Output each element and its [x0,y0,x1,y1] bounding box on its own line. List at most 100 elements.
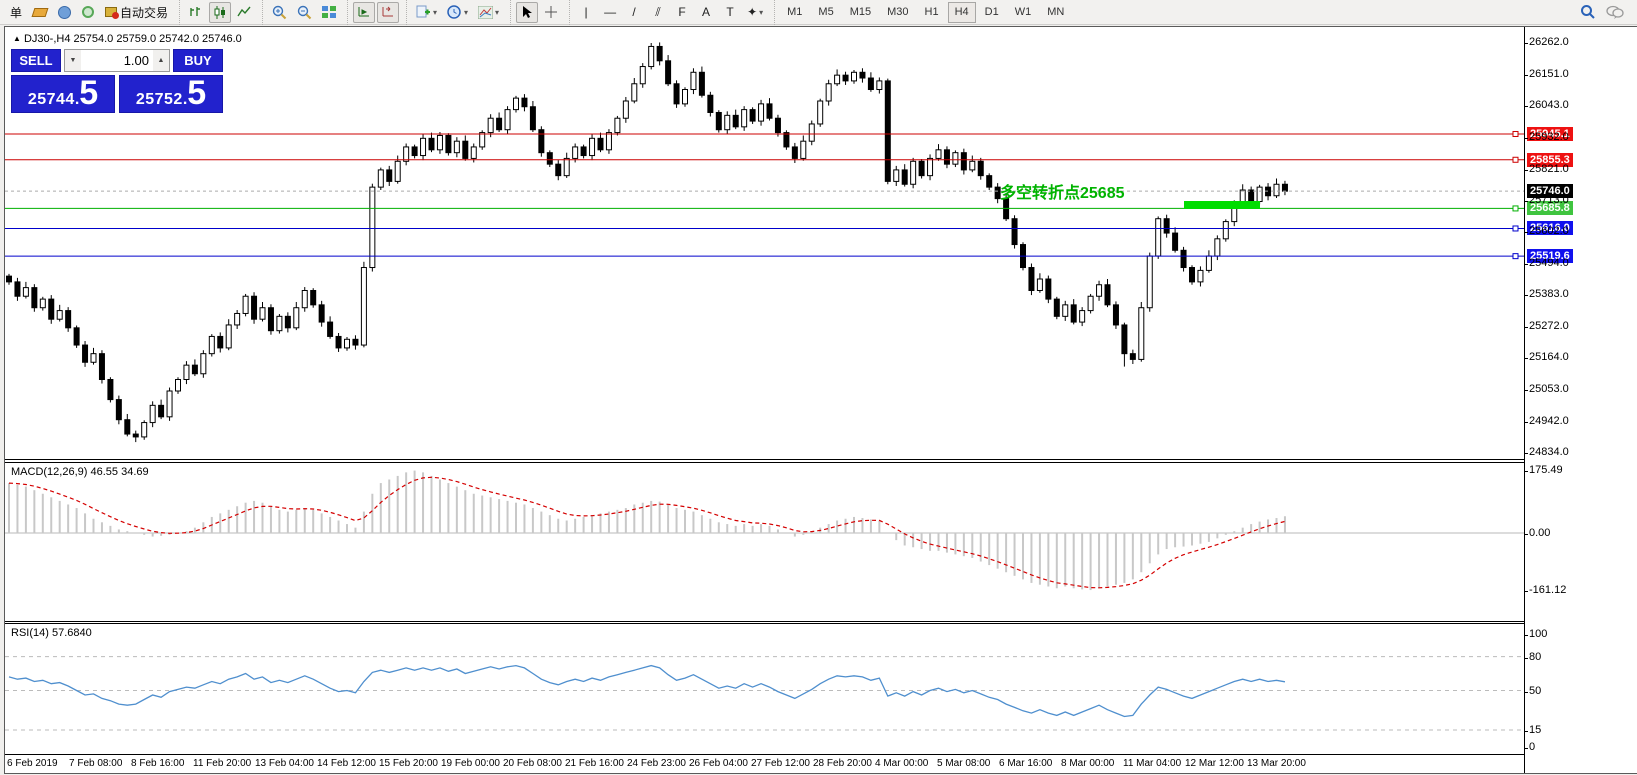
price-level-tag: 25746.0 [1527,184,1573,199]
timeframe-m5[interactable]: M5 [818,6,834,18]
price-axis-tick: 25602.0 [1525,225,1569,238]
chart-window[interactable]: ▲ DJ30-,H4 25754.0 25759.0 25742.0 25746… [4,26,1637,774]
price-axis-tick: 25932.0 [1525,130,1569,143]
price-axis-tick: 25272.0 [1525,320,1569,333]
text-button[interactable]: A [702,5,711,19]
rsi-axis-tick: 80 [1524,650,1542,663]
macd-label: MACD(12,26,9) 46.55 34.69 [11,466,149,478]
timeframe-mn[interactable]: MN [1047,6,1065,18]
timeframe-d1[interactable]: D1 [984,6,999,18]
time-axis-label: 12 Mar 12:00 [1185,758,1244,769]
zoom-in-button[interactable] [268,2,291,23]
sell-button[interactable]: SELL [11,49,61,72]
time-axis-label: 13 Feb 04:00 [255,758,314,769]
price-axis-tick: 26262.0 [1525,36,1569,48]
shapes-icon: ✦ [747,5,758,19]
autotrading-label: 自动交易 [120,5,169,20]
tile-windows-button[interactable] [318,2,340,23]
text-label-button[interactable]: T [726,5,734,19]
rsi-canvas[interactable] [5,624,1524,754]
volume-increment-button[interactable]: ▲ [153,50,169,71]
zoom-out-button[interactable] [293,2,316,23]
macd-canvas[interactable] [5,463,1524,621]
volume-decrement-button[interactable]: ▼ [65,50,81,71]
rsi-panel[interactable]: RSI(14) 57.6840 [5,624,1524,754]
pivot-highlight-bar[interactable] [1184,201,1260,209]
autotrading-button[interactable]: 自动交易 [101,2,172,23]
time-axis-label: 15 Feb 20:00 [379,758,438,769]
price-axis-tick: 25383.0 [1525,288,1569,301]
level-line-handle [1512,156,1519,163]
shapes-button[interactable]: ✦ ▾ [743,2,767,23]
market-watch-icon[interactable] [29,2,51,23]
channel-button[interactable]: ⫽ [655,4,661,19]
buy-price-button[interactable]: 25752. 5 [119,75,223,113]
vertical-line-button[interactable]: | [584,5,588,19]
timeframe-h4[interactable]: H4 [947,1,976,23]
volume-value[interactable]: 1.00 [123,53,149,68]
time-axis-label: 6 Mar 16:00 [999,758,1053,769]
rsi-label: RSI(14) 57.6840 [11,627,92,639]
search-icon[interactable] [1576,2,1600,23]
timeframe-m1[interactable]: M1 [787,6,803,18]
price-chart-canvas[interactable] [5,29,1524,458]
panel-separator[interactable] [5,621,1637,622]
time-axis-label: 24 Feb 23:00 [627,758,686,769]
crosshair-button[interactable] [540,2,562,23]
candlestick-button[interactable] [209,1,232,23]
time-axis-label: 8 Feb 16:00 [131,758,185,769]
trendline-button[interactable]: / [632,5,636,19]
time-axis-label: 28 Feb 20:00 [813,758,872,769]
ohlc-high: 25759.0 [116,33,157,45]
ohlc-low: 25742.0 [159,33,199,45]
price-axis-line[interactable] [1524,27,1525,773]
rsi-axis-tick: 0 [1524,741,1536,753]
chevron-down-icon: ▾ [759,7,764,17]
signals-icon[interactable] [77,2,99,23]
line-chart-button[interactable] [233,2,255,23]
price-panel[interactable]: ▲ DJ30-,H4 25754.0 25759.0 25742.0 25746… [5,29,1524,458]
price-axis[interactable]: 25945.1 25855.3 25746.0 25685.8 25616.0 25519… [1524,27,1637,773]
chart-shift-button[interactable] [377,1,400,23]
timeframe-group: M1 M5 M15 M30 H1 H4 D1 W1 MN [774,0,1076,25]
rsi-axis-tick: 15 [1524,724,1542,737]
time-axis-label: 4 Mar 00:00 [875,758,929,769]
level-line-handle [1512,225,1519,232]
collapse-triangle-icon[interactable]: ▲ [13,34,21,43]
auto-scroll-button[interactable] [353,1,376,23]
periods-button[interactable]: ▾ [443,2,472,23]
macd-main-value: 46.55 [90,466,119,478]
level-line-handle [1512,130,1519,137]
sell-price-button[interactable]: 25744. 5 [11,75,115,113]
rsi-axis-tick: 50 [1524,684,1542,697]
timeframe-m15[interactable]: M15 [849,6,872,18]
pivot-annotation-text[interactable]: 多空转折点25685 [1000,185,1125,202]
chat-icon[interactable] [1602,2,1628,23]
timeframe-m30[interactable]: M30 [887,6,909,18]
horizontal-line-button[interactable]: — [604,5,617,19]
gold-shape-icon [31,7,49,17]
panel-separator [5,462,1637,463]
timeframe-w1[interactable]: W1 [1014,6,1032,18]
macd-axis-tick: 0.00 [1524,527,1551,539]
time-axis-label: 26 Feb 04:00 [689,758,748,769]
fibonacci-button[interactable]: F [678,5,686,19]
cursor-button[interactable] [516,1,539,23]
community-icon[interactable] [53,2,75,23]
buy-price-main: 25752 [135,91,183,108]
time-axis[interactable]: 6 Feb 2019 7 Feb 08:00 8 Feb 16:00 11 Feb 2… [5,755,1524,775]
panel-separator [5,623,1637,624]
indicators-button[interactable]: ▾ [412,2,441,23]
stop-dot-icon [112,12,119,19]
timeframe-h1[interactable]: H1 [924,6,939,18]
macd-panel[interactable]: MACD(12,26,9) 46.55 34.69 [5,463,1524,621]
buy-button[interactable]: BUY [173,49,223,72]
bar-chart-button[interactable] [185,2,207,23]
ohlc-close: 25746.0 [202,33,242,45]
time-axis-border [5,754,1637,755]
buy-price-dot: . [182,91,188,108]
templates-button[interactable]: ▾ [474,2,503,23]
panel-separator[interactable] [5,459,1637,460]
new-order-button[interactable]: 单 [9,5,22,20]
time-axis-label: 19 Feb 00:00 [441,758,500,769]
